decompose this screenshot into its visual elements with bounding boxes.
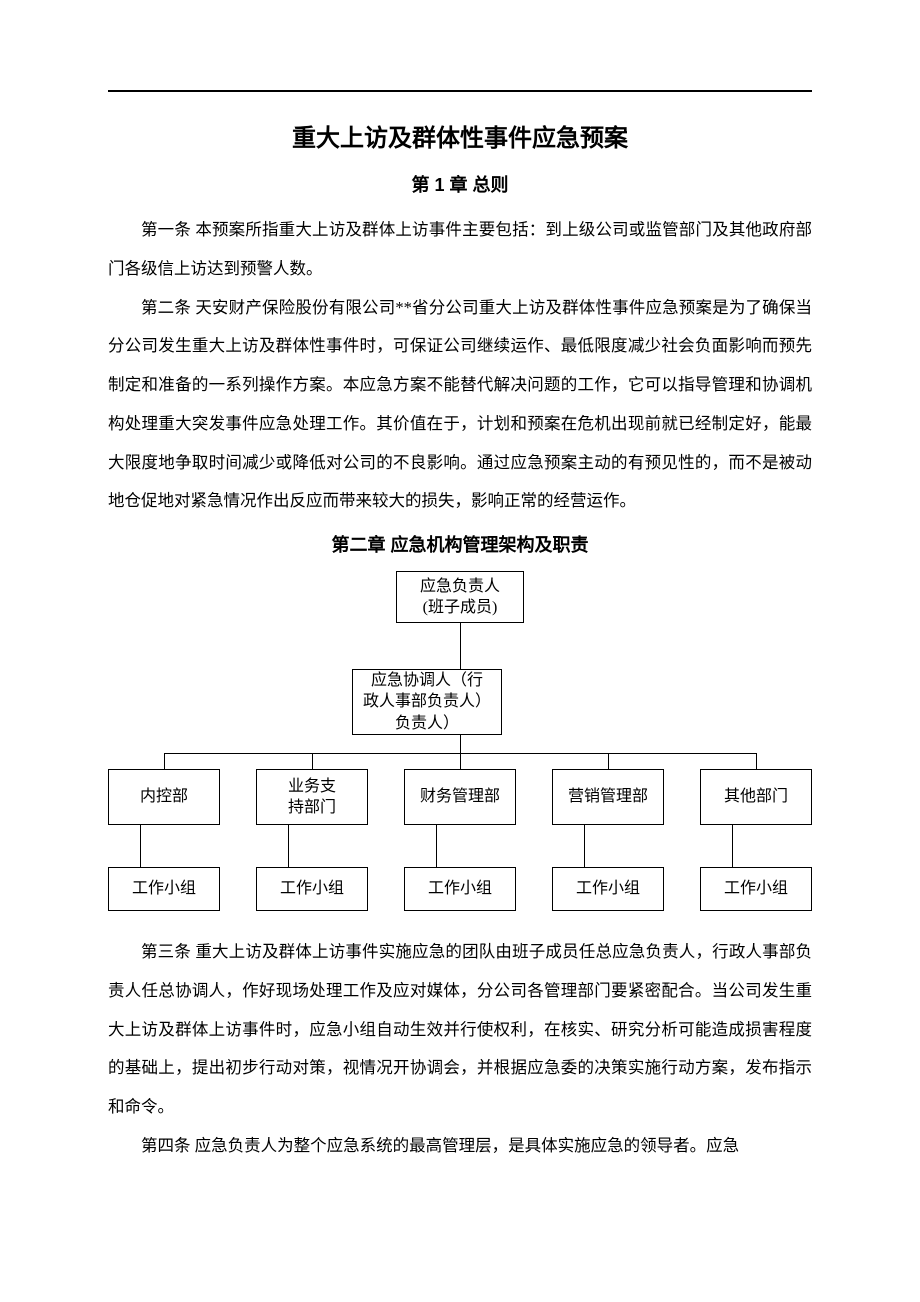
chart-node-d4: 营销管理部 — [552, 769, 664, 825]
chart-connector — [312, 753, 313, 769]
chart-node-d2: 业务支 持部门 — [256, 769, 368, 825]
chart-node-d5: 其他部门 — [700, 769, 812, 825]
chart-node-label: 业务支 持部门 — [288, 776, 336, 819]
chart-node-label: 应急负责人 (班子成员) — [420, 576, 500, 619]
chart-node-w1: 工作小组 — [108, 867, 220, 911]
chart-connector — [608, 753, 609, 769]
chart-node-label: 工作小组 — [576, 878, 640, 900]
org-chart: 应急负责人 (班子成员) 应急协调人（行 政人事部负责人） 负责人） 内控部 业务支 … — [108, 571, 812, 921]
chart-connector — [584, 825, 585, 867]
chart-connector — [732, 825, 733, 867]
paragraph-article-3: 第三条 重大上访及群体上访事件实施应急的团队由班子成员任总应急负责人，行政人事部… — [108, 933, 812, 1127]
chart-node-w4: 工作小组 — [552, 867, 664, 911]
chart-node-label: 工作小组 — [428, 878, 492, 900]
document-page: 重大上访及群体性事件应急预案 第 1 章 总则 第一条 本预案所指重大上访及群体… — [0, 0, 920, 1302]
chart-connector — [140, 825, 141, 867]
chart-node-d1: 内控部 — [108, 769, 220, 825]
chart-connector — [164, 753, 165, 769]
top-rule — [108, 90, 812, 92]
chart-connector — [436, 825, 437, 867]
chart-node-d3: 财务管理部 — [404, 769, 516, 825]
chart-node-coord: 应急协调人（行 政人事部负责人） 负责人） — [352, 669, 502, 735]
chart-node-label: 其他部门 — [724, 786, 788, 808]
chart-connector — [460, 753, 461, 769]
document-title: 重大上访及群体性事件应急预案 — [108, 118, 812, 153]
chapter-heading-1: 第 1 章 总则 — [108, 171, 812, 197]
chart-node-label: 工作小组 — [132, 878, 196, 900]
paragraph-article-4: 第四条 应急负责人为整个应急系统的最高管理层，是具体实施应急的领导者。应急 — [108, 1127, 812, 1166]
chart-node-w2: 工作小组 — [256, 867, 368, 911]
paragraph-article-2: 第二条 天安财产保险股份有限公司**省分公司重大上访及群体性事件应急预案是为了确… — [108, 289, 812, 522]
chart-connector — [460, 735, 461, 753]
chart-node-label: 工作小组 — [280, 878, 344, 900]
chart-node-label: 内控部 — [140, 786, 188, 808]
chart-node-label: 工作小组 — [724, 878, 788, 900]
chart-node-top: 应急负责人 (班子成员) — [396, 571, 524, 623]
chart-connector — [288, 825, 289, 867]
chapter-heading-2: 第二章 应急机构管理架构及职责 — [108, 531, 812, 557]
chart-connector — [756, 753, 757, 769]
chart-connector — [460, 623, 461, 669]
chart-node-label: 应急协调人（行 政人事部负责人） 负责人） — [363, 670, 491, 735]
chart-node-w5: 工作小组 — [700, 867, 812, 911]
paragraph-article-1: 第一条 本预案所指重大上访及群体上访事件主要包括：到上级公司或监管部门及其他政府… — [108, 211, 812, 289]
chart-node-label: 营销管理部 — [568, 786, 648, 808]
chart-node-w3: 工作小组 — [404, 867, 516, 911]
chart-node-label: 财务管理部 — [420, 786, 500, 808]
